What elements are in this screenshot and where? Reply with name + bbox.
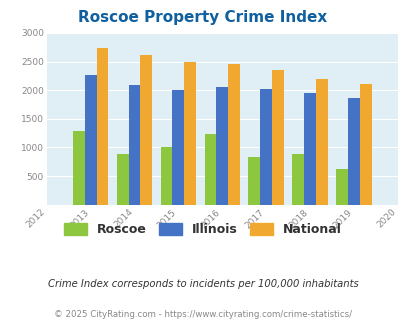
Bar	[292, 154, 303, 205]
Bar	[204, 134, 216, 205]
Bar	[116, 154, 128, 205]
Bar	[140, 55, 152, 205]
Text: © 2025 CityRating.com - https://www.cityrating.com/crime-statistics/: © 2025 CityRating.com - https://www.city…	[54, 310, 351, 319]
Bar	[160, 148, 172, 205]
Bar	[335, 169, 347, 205]
Bar	[228, 64, 239, 205]
Bar	[216, 87, 228, 205]
Bar	[184, 62, 196, 205]
Text: Crime Index corresponds to incidents per 100,000 inhabitants: Crime Index corresponds to incidents per…	[47, 279, 358, 289]
Bar	[172, 90, 184, 205]
Bar	[72, 131, 85, 205]
Bar	[260, 89, 271, 205]
Bar	[347, 98, 359, 205]
Text: Roscoe Property Crime Index: Roscoe Property Crime Index	[78, 10, 327, 25]
Bar	[359, 84, 371, 205]
Bar	[128, 85, 140, 205]
Bar	[248, 156, 260, 205]
Bar	[85, 75, 96, 205]
Bar	[96, 49, 108, 205]
Bar	[271, 70, 283, 205]
Legend: Roscoe, Illinois, National: Roscoe, Illinois, National	[64, 223, 341, 236]
Bar	[315, 79, 327, 205]
Bar	[303, 93, 315, 205]
